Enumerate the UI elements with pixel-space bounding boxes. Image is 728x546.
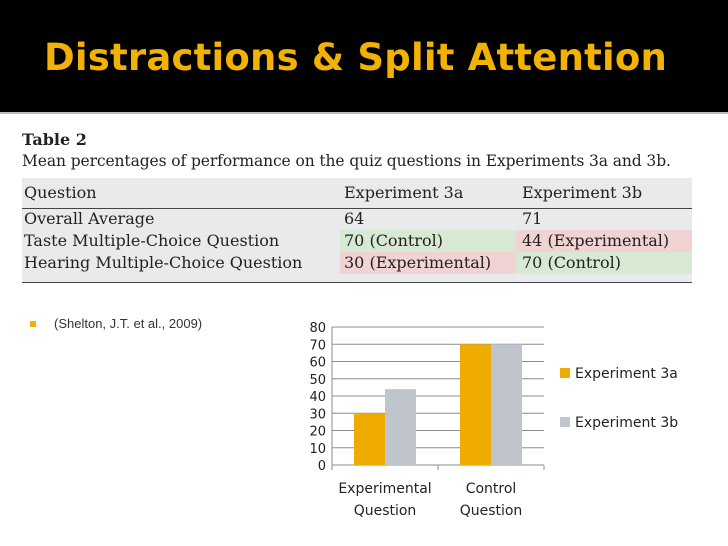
row-value-3b: 70 (Control) bbox=[516, 252, 692, 274]
table-bottom-rule bbox=[22, 282, 692, 283]
bar bbox=[460, 344, 491, 465]
row-value-3a: 30 (Experimental) bbox=[340, 252, 516, 274]
legend-swatch bbox=[560, 368, 570, 378]
bar bbox=[491, 344, 522, 465]
table-row: Taste Multiple-Choice Question 70 (Contr… bbox=[22, 230, 692, 252]
y-tick-label: 20 bbox=[309, 425, 326, 440]
x-tick-label: Control Question bbox=[460, 481, 523, 519]
header-rule bbox=[22, 208, 692, 209]
results-table-figure: Table 2 Mean percentages of performance … bbox=[22, 130, 692, 283]
title-bar bbox=[0, 0, 728, 112]
y-tick-label: 40 bbox=[309, 390, 326, 405]
bar-chart: 0 10 20 30 40 50 60 70 80 Experimental Question Con… bbox=[309, 321, 678, 519]
table-row: Hearing Multiple-Choice Question 30 (Exp… bbox=[22, 252, 692, 274]
table-label: Table 2 bbox=[22, 130, 87, 149]
row-question: Taste Multiple-Choice Question bbox=[24, 231, 280, 250]
legend-label: Experiment 3a bbox=[575, 366, 678, 382]
row-value-3a: 64 bbox=[344, 209, 365, 228]
row-question: Overall Average bbox=[24, 209, 155, 228]
header-question: Question bbox=[24, 183, 97, 202]
bar bbox=[354, 413, 385, 465]
row-value-3b: 44 (Experimental) bbox=[516, 230, 692, 252]
y-tick-label: 30 bbox=[309, 407, 326, 422]
y-tick-label: 70 bbox=[309, 338, 326, 353]
results-table: Question Experiment 3a Experiment 3b Ove… bbox=[22, 178, 692, 283]
row-question: Hearing Multiple-Choice Question bbox=[24, 253, 303, 272]
legend-swatch bbox=[560, 417, 570, 427]
title-divider bbox=[0, 112, 728, 114]
row-value-3a: 70 (Control) bbox=[340, 230, 516, 252]
bar bbox=[385, 389, 416, 465]
x-tick-label: Experimental Question bbox=[338, 481, 431, 519]
header-experiment-3a: Experiment 3a bbox=[344, 183, 464, 202]
citation: (Shelton, J.T. et al., 2009) bbox=[54, 316, 203, 331]
table-row: Overall Average 64 71 bbox=[22, 208, 692, 230]
legend-label: Experiment 3b bbox=[575, 415, 678, 431]
y-tick-label: 10 bbox=[309, 442, 326, 457]
y-tick-label: 50 bbox=[309, 373, 326, 388]
y-tick-label: 80 bbox=[309, 321, 326, 336]
y-tick-label: 60 bbox=[309, 356, 326, 371]
table-header-row: Question Experiment 3a Experiment 3b bbox=[22, 178, 692, 209]
y-tick-label: 0 bbox=[318, 459, 326, 474]
bullet-icon bbox=[30, 321, 36, 327]
slide-title: Distractions & Split Attention bbox=[44, 36, 668, 79]
header-experiment-3b: Experiment 3b bbox=[522, 183, 643, 202]
row-value-3b: 71 bbox=[522, 209, 543, 228]
table-caption: Mean percentages of performance on the q… bbox=[22, 152, 671, 170]
